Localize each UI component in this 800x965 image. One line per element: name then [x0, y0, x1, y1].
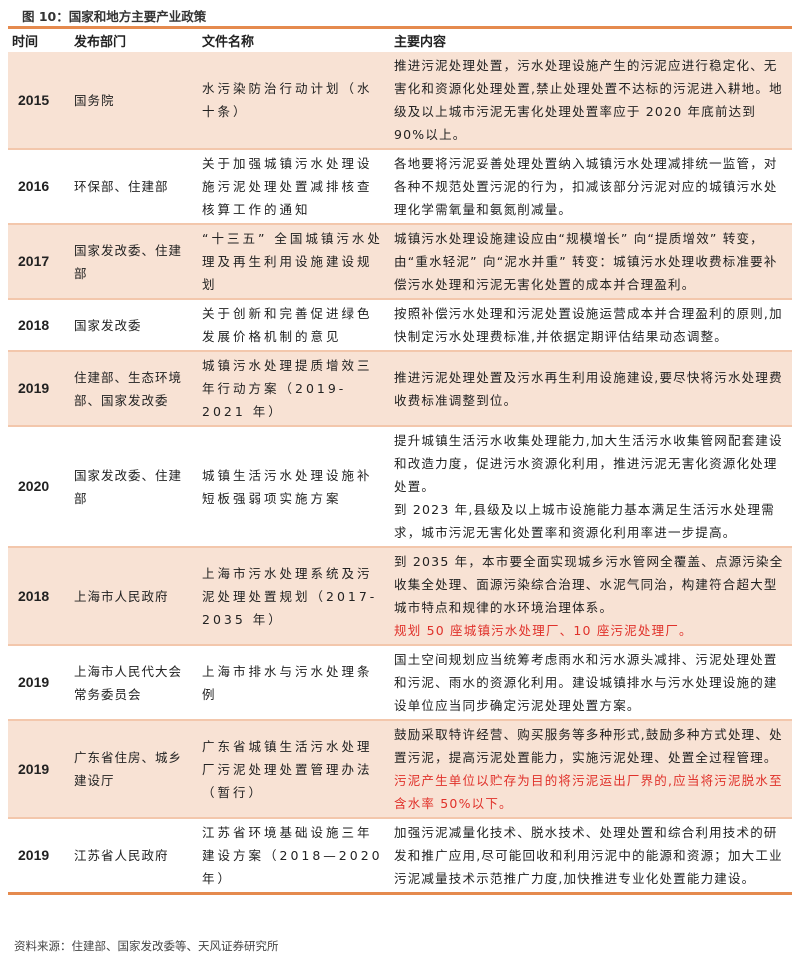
content-paragraph: 到 2023 年,县级及以上城市设施能力基本满足生活污水处理需求，城市污泥无害化… [394, 502, 775, 540]
table-row: 2019 广东省住房、城乡建设厅 广东省城镇生活污水处理厂污泥处理处置管理办法（暂行… [8, 720, 792, 819]
year-cell: 2019 [8, 720, 70, 819]
dept-cell: 上海市人民代大会常务委员会 [70, 645, 198, 721]
year-cell: 2019 [8, 351, 70, 427]
content-cell: 各地要将污泥妥善处理处置纳入城镇污水处理减排统一监管，对各种不规范处置污泥的行为… [390, 149, 792, 225]
doc-cell: 关于加强城镇污水处理设施污泥处理处置减排核查核算工作的通知 [198, 149, 390, 225]
dept-cell: 国家发改委、住建部 [70, 426, 198, 548]
header-dept: 发布部门 [74, 35, 127, 50]
content-cell: 到 2035 年，本市要全面实现城乡污水管网全覆盖、点源污染全收集全处理、面源污… [390, 547, 792, 646]
dept-cell: 住建部、生态环境部、国家发改委 [70, 351, 198, 427]
content-paragraph: 鼓励采取特许经营、购买服务等多种形式,鼓励多种方式处理、处置污泥，提高污泥处置能… [394, 727, 783, 765]
year-cell: 2018 [8, 299, 70, 352]
doc-cell: 城镇生活污水处理设施补短板强弱项实施方案 [198, 426, 390, 548]
year-cell: 2018 [8, 547, 70, 646]
header-time: 时间 [12, 35, 39, 50]
table-row: 2019 江苏省人民政府 江苏省环境基础设施三年建设方案（2018—2020 年）加… [8, 818, 792, 895]
content-paragraph: 国土空间规划应当统筹考虑雨水和污水源头减排、污泥处理处置和污泥、雨水的资源化利用… [394, 652, 778, 713]
dept-cell: 江苏省人民政府 [70, 818, 198, 895]
header-doc: 文件名称 [202, 35, 255, 50]
dept-cell: 国务院 [70, 52, 198, 150]
content-cell: 提升城镇生活污水收集处理能力,加大生活污水收集管网配套建设和改造力度，促进污水资… [390, 426, 792, 548]
content-cell: 加强污泥减量化技术、脱水技术、处理处置和综合利用技术的研发和推广应用,尽可能回收… [390, 818, 792, 895]
doc-cell: 关于创新和完善促进绿色发展价格机制的意见 [198, 299, 390, 352]
table-row: 2016 环保部、住建部 关于加强城镇污水处理设施污泥处理处置减排核查核算工作的通知… [8, 149, 792, 225]
year-cell: 2019 [8, 645, 70, 721]
dept-cell: 国家发改委 [70, 299, 198, 352]
content-paragraph: 推进污泥处理处置，污水处理设施产生的污泥应进行稳定化、无害化和资源化处理处置,禁… [394, 58, 783, 142]
table-row: 2019 住建部、生态环境部、国家发改委 城镇污水处理提质增效三年行动方案（2019… [8, 351, 792, 427]
table-row: 2018 国家发改委 关于创新和完善促进绿色发展价格机制的意见 按照补偿污水处理和污泥… [8, 299, 792, 352]
source-note: 资料来源：住建部、国家发改委等、天风证券研究所 [14, 939, 279, 953]
year-cell: 2016 [8, 149, 70, 225]
doc-cell: “十三五” 全国城镇污水处理及再生利用设施建设规划 [198, 224, 390, 300]
content-paragraph: 到 2035 年，本市要全面实现城乡污水管网全覆盖、点源污染全收集全处理、面源污… [394, 554, 784, 615]
dept-cell: 上海市人民政府 [70, 547, 198, 646]
year-cell: 2019 [8, 818, 70, 895]
table-row: 2015 国务院 水污染防治行动计划（水十条） 推进污泥处理处置，污水处理设施产生的污… [8, 52, 792, 150]
table-row: 2020 国家发改委、住建部 城镇生活污水处理设施补短板强弱项实施方案 提升城镇生活污… [8, 426, 792, 548]
dept-cell: 广东省住房、城乡建设厅 [70, 720, 198, 819]
doc-cell: 江苏省环境基础设施三年建设方案（2018—2020 年） [198, 818, 390, 895]
figure-title: 图 10：国家和地方主要产业政策 [22, 9, 207, 24]
content-paragraph: 按照补偿污水处理和污泥处置设施运营成本并合理盈利的原则,加快制定污水处理费标准,… [394, 306, 783, 344]
content-cell: 城镇污水处理设施建设应由“规模增长” 向“提质增效” 转变，由“重水轻泥” 向“… [390, 224, 792, 300]
content-cell: 推进污泥处理处置，污水处理设施产生的污泥应进行稳定化、无害化和资源化处理处置,禁… [390, 52, 792, 150]
top-rule [8, 26, 792, 29]
doc-cell: 上海市排水与污水处理条例 [198, 645, 390, 721]
doc-cell: 水污染防治行动计划（水十条） [198, 52, 390, 150]
content-paragraph: 城镇污水处理设施建设应由“规模增长” 向“提质增效” 转变，由“重水轻泥” 向“… [394, 231, 778, 292]
dept-cell: 环保部、住建部 [70, 149, 198, 225]
table-header: 时间 发布部门 文件名称 主要内容 [8, 29, 792, 52]
content-paragraph: 各地要将污泥妥善处理处置纳入城镇污水处理减排统一监管，对各种不规范处置污泥的行为… [394, 156, 778, 217]
highlight-paragraph: 污泥产生单位以贮存为目的将污泥运出厂界的,应当将污泥脱水至含水率 50%以下。 [394, 773, 783, 811]
table-row: 2018 上海市人民政府 上海市污水处理系统及污泥处理处置规划（2017-2035 … [8, 547, 792, 646]
year-cell: 2020 [8, 426, 70, 548]
highlight-paragraph: 规划 50 座城镇污水处理厂、10 座污泥处理厂。 [394, 623, 693, 638]
doc-cell: 城镇污水处理提质增效三年行动方案（2019-2021 年） [198, 351, 390, 427]
doc-cell: 上海市污水处理系统及污泥处理处置规划（2017-2035 年） [198, 547, 390, 646]
dept-cell: 国家发改委、住建部 [70, 224, 198, 300]
table-row: 2017 国家发改委、住建部 “十三五” 全国城镇污水处理及再生利用设施建设规划 城镇… [8, 224, 792, 300]
policy-table: 时间 发布部门 文件名称 主要内容 2015 国务院 水污染防治行动计划（水十条）推… [8, 29, 792, 895]
content-cell: 鼓励采取特许经营、购买服务等多种形式,鼓励多种方式处理、处置污泥，提高污泥处置能… [390, 720, 792, 819]
content-cell: 国土空间规划应当统筹考虑雨水和污水源头减排、污泥处理处置和污泥、雨水的资源化利用… [390, 645, 792, 721]
year-cell: 2017 [8, 224, 70, 300]
content-paragraph: 提升城镇生活污水收集处理能力,加大生活污水收集管网配套建设和改造力度，促进污水资… [394, 433, 783, 494]
content-paragraph: 推进污泥处理处置及污水再生利用设施建设,要尽快将污水处理费收费标准调整到位。 [394, 369, 783, 408]
content-paragraph: 加强污泥减量化技术、脱水技术、处理处置和综合利用技术的研发和推广应用,尽可能回收… [394, 825, 783, 886]
content-cell: 按照补偿污水处理和污泥处置设施运营成本并合理盈利的原则,加快制定污水处理费标准,… [390, 299, 792, 352]
header-content: 主要内容 [394, 35, 447, 50]
content-cell: 推进污泥处理处置及污水再生利用设施建设,要尽快将污水处理费收费标准调整到位。 [390, 351, 792, 427]
doc-cell: 广东省城镇生活污水处理厂污泥处理处置管理办法（暂行） [198, 720, 390, 819]
table-row: 2019 上海市人民代大会常务委员会 上海市排水与污水处理条例 国土空间规划应当统筹考… [8, 645, 792, 721]
year-cell: 2015 [8, 52, 70, 150]
